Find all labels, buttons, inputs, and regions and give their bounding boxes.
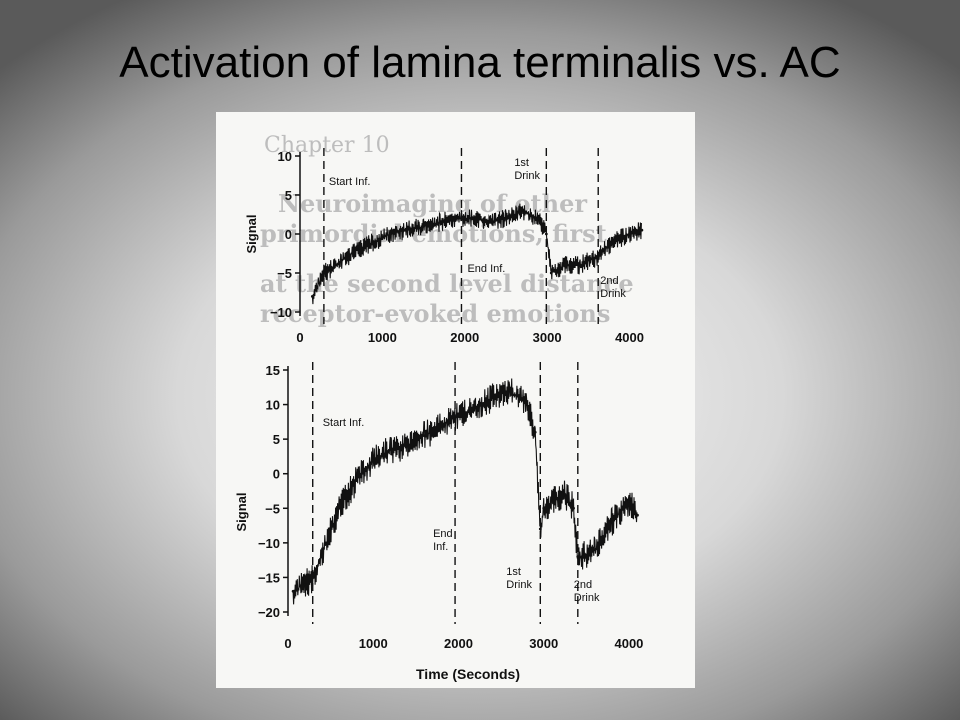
panel-1: 10 5 0 −5 −10 0 1000 2000 3000 4000 Signal Start In… (244, 148, 644, 345)
data-point (549, 271, 553, 275)
data-point (354, 479, 358, 483)
y-tick-label: 15 (266, 363, 280, 378)
event-label: Start Inf. (323, 417, 365, 429)
data-point (550, 499, 554, 503)
x-tick-label: 1000 (359, 636, 388, 651)
y-tick-label: −10 (270, 305, 292, 320)
data-point (388, 448, 392, 451)
x-axis-label: Time (Seconds) (416, 666, 520, 682)
data-point (628, 232, 631, 236)
y-tick-label: 10 (278, 149, 292, 164)
data-point (611, 240, 615, 244)
data-point (521, 209, 524, 212)
y-tick-label: 10 (266, 398, 280, 413)
data-point (525, 403, 529, 406)
event-label: Start Inf. (329, 176, 371, 188)
background-book-text: Chapter 10 Neuroimaging of other primord… (260, 133, 634, 328)
data-point (593, 548, 597, 552)
data-point (572, 506, 575, 510)
data-point (636, 513, 639, 517)
y-tick-label: −10 (258, 536, 280, 551)
data-point (372, 240, 376, 244)
signal-trace (292, 378, 638, 605)
data-point (324, 541, 328, 545)
panel-2: 15 10 5 0 −5 −10 −15 −20 0 1000 2000 3000 4000 Signal… (234, 362, 643, 682)
data-point (640, 228, 644, 232)
x-tick-label: 0 (296, 330, 303, 345)
data-point (291, 589, 295, 593)
event-label: End Inf. (467, 263, 505, 275)
data-point (627, 499, 631, 503)
data-point (542, 506, 546, 510)
y-tick-label: 0 (285, 227, 292, 242)
data-point (471, 217, 475, 220)
data-point (563, 493, 567, 496)
y-tick-label: 5 (273, 432, 280, 447)
event-label: 1st Drink (506, 566, 532, 591)
y-tick-label: 5 (285, 188, 292, 203)
data-point (371, 458, 375, 462)
data-point (356, 248, 360, 252)
event-label: 2nd Drink (574, 579, 600, 604)
data-point (595, 256, 598, 259)
data-point (457, 413, 460, 417)
chart-canvas: Chapter 10 Neuroimaging of other primord… (234, 133, 644, 682)
y-tick-label: −20 (258, 605, 280, 620)
data-point (339, 259, 343, 263)
data-point (422, 434, 426, 438)
data-point (389, 232, 393, 236)
bg-line-4: receptor-evoked emotions (260, 299, 610, 328)
data-point (303, 582, 307, 586)
x-tick-label: 0 (284, 636, 291, 651)
x-tick-label: 4000 (614, 636, 643, 651)
x-tick-label: 1000 (368, 330, 397, 345)
y-tick-label: −15 (258, 570, 280, 585)
data-point (580, 555, 584, 559)
event-label: End Inf. (433, 528, 453, 553)
data-point (537, 217, 541, 220)
data-point (504, 217, 508, 220)
data-point (455, 217, 458, 220)
event-label: 2nd Drink (600, 275, 626, 300)
y-tick-label: −5 (265, 501, 280, 516)
x-tick-label: 2000 (450, 330, 479, 345)
data-point (474, 406, 477, 410)
data-point (578, 263, 582, 267)
x-tick-label: 4000 (615, 330, 644, 345)
data-point (440, 423, 443, 427)
y-axis-label: Signal (244, 214, 259, 253)
signal-trace (311, 203, 642, 305)
data-point (438, 220, 442, 224)
y-tick-label: −5 (277, 266, 292, 281)
x-tick-label: 3000 (533, 330, 562, 345)
data-point (405, 228, 409, 232)
y-tick-label: 0 (273, 467, 280, 482)
data-point (533, 430, 537, 434)
x-tick-label: 2000 (444, 636, 473, 651)
data-point (422, 224, 425, 228)
data-point (491, 396, 494, 400)
data-point (337, 506, 341, 510)
data-point (323, 271, 327, 275)
data-point (310, 295, 314, 298)
bg-chapter-heading: Chapter 10 (264, 133, 390, 158)
data-point (576, 555, 580, 559)
event-label: 1st Drink (514, 157, 540, 182)
data-point (610, 520, 614, 524)
data-point (562, 263, 566, 267)
x-tick-label: 3000 (529, 636, 558, 651)
data-point (538, 527, 542, 531)
slide-title: Activation of lamina terminalis vs. AC (119, 38, 841, 87)
data-point (312, 576, 315, 579)
data-point (488, 220, 491, 224)
data-point (544, 232, 548, 236)
data-point (508, 389, 512, 393)
y-axis-label: Signal (234, 492, 249, 531)
scanned-figure: Chapter 10 Neuroimaging of other primord… (216, 112, 695, 688)
data-point (405, 444, 409, 448)
